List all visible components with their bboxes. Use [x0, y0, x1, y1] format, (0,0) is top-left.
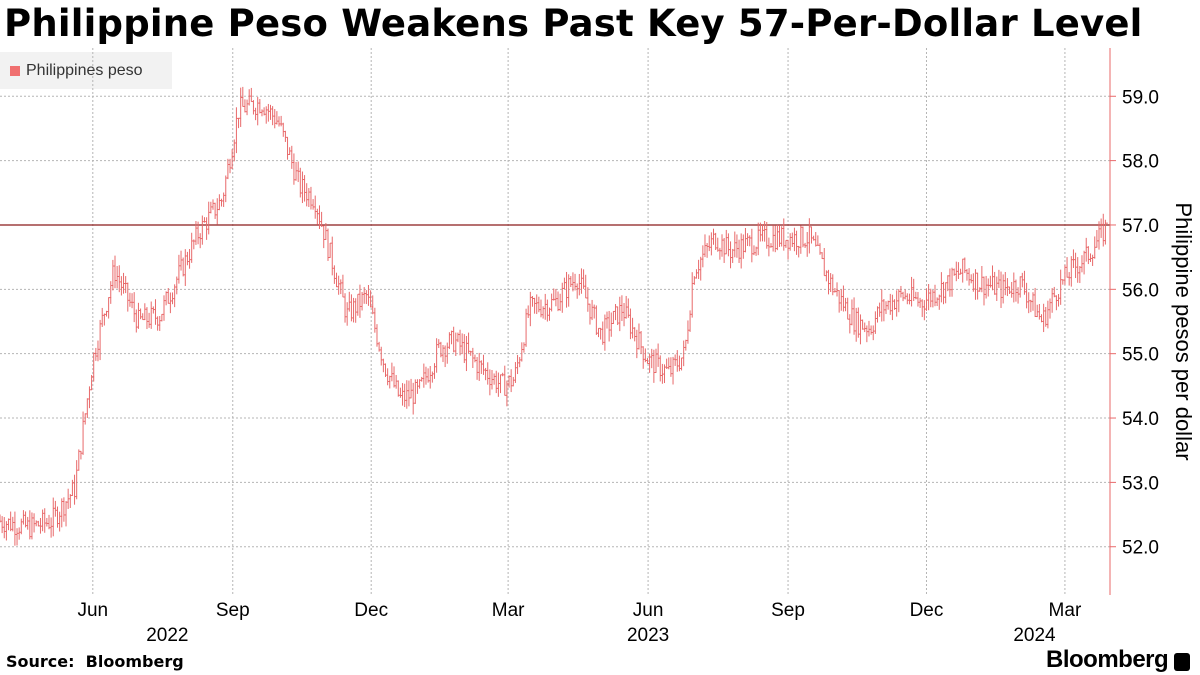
x-year-label: 2024 [1013, 625, 1056, 646]
y-tick-label: 53.0 [1122, 473, 1159, 494]
x-tick-label: Dec [354, 600, 388, 621]
y-tick-label: 58.0 [1122, 152, 1159, 173]
y-axis: 52.0 53.0 54.0 55.0 56.0 57.0 58.0 59.0 Philippi… [1109, 48, 1196, 595]
y-tick-label: 55.0 [1122, 345, 1159, 366]
chart-title: Philippine Peso Weakens Past Key 57-Per-… [4, 2, 1143, 45]
brand-text: Bloomberg [1046, 646, 1169, 673]
x-tick-label: Mar [1049, 600, 1082, 621]
source-note: Source: Bloomberg [6, 652, 184, 671]
y-tick-label: 54.0 [1122, 409, 1159, 430]
y-tick-label: 52.0 [1122, 538, 1159, 559]
x-tick-label: Sep [216, 600, 250, 621]
y-tick-label: 57.0 [1122, 216, 1159, 237]
source-value: Bloomberg [85, 652, 184, 671]
x-tick-label: Jun [633, 600, 664, 621]
x-tick-label: Dec [910, 600, 944, 621]
legend-swatch [10, 65, 20, 76]
y-axis-title: Philippine pesos per dollar [1171, 202, 1196, 460]
gridlines [0, 48, 1110, 595]
x-year-label: 2022 [146, 625, 188, 646]
bloomberg-logo: Bloomberg [1046, 646, 1191, 674]
y-tick-label: 56.0 [1122, 280, 1159, 301]
x-tick-label: Jun [77, 600, 108, 621]
x-axis: Jun Sep Dec Mar Jun Sep Dec Mar 2022 2023 2024 [77, 600, 1081, 646]
source-label: Source: [6, 652, 75, 671]
x-tick-label: Sep [771, 600, 805, 621]
x-tick-label: Mar [492, 600, 525, 621]
bloomberg-terminal-icon [1174, 653, 1191, 671]
legend: Philippines peso [0, 52, 172, 89]
y-tick-label: 59.0 [1122, 87, 1159, 108]
legend-label: Philippines peso [26, 61, 143, 79]
x-year-label: 2023 [627, 625, 669, 646]
price-bars [0, 86, 1108, 546]
